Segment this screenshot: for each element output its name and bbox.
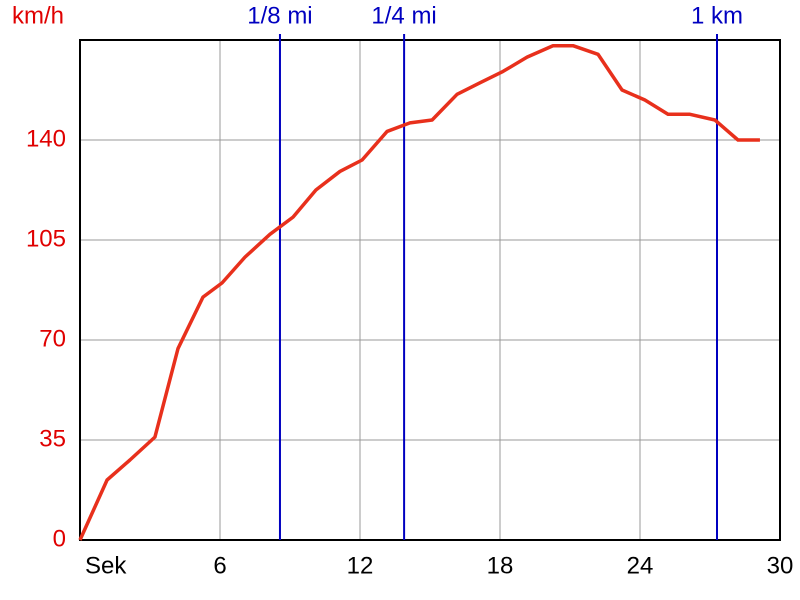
y-tick-label: 140 xyxy=(26,125,66,152)
x-tick-label: Sek xyxy=(85,552,127,579)
y-tick-label: 105 xyxy=(26,225,66,252)
x-tick-label: 18 xyxy=(487,552,514,579)
distance-marker-label: 1/8 mi xyxy=(247,2,312,29)
y-tick-label: 35 xyxy=(39,425,66,452)
plot-frame xyxy=(79,39,781,541)
distance-marker-label: 1/4 mi xyxy=(371,2,436,29)
x-tick-label: 6 xyxy=(213,552,226,579)
distance-marker-label: 1 km xyxy=(691,2,743,29)
x-tick-label: 12 xyxy=(347,552,374,579)
x-tick-label: 24 xyxy=(627,552,654,579)
y-tick-label: 70 xyxy=(39,325,66,352)
x-tick-label: 30 xyxy=(767,552,794,579)
speed-line xyxy=(78,43,760,541)
y-tick-label: 0 xyxy=(53,525,66,552)
y-axis-label: km/h xyxy=(12,2,64,29)
